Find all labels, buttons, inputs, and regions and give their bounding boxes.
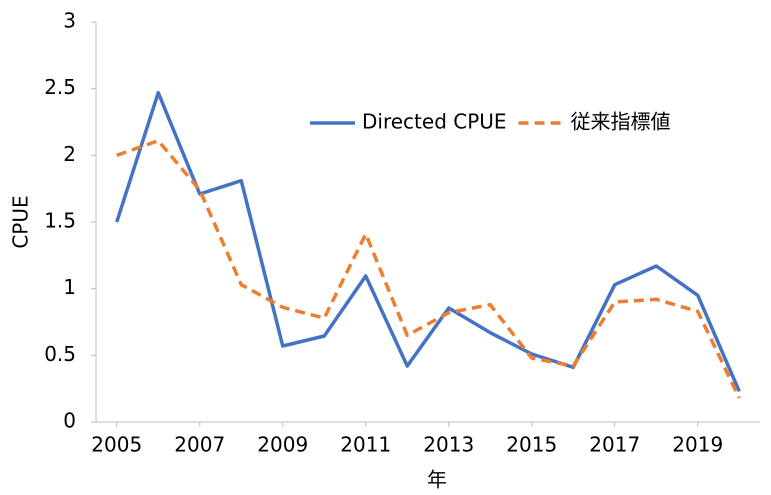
y-axis-label: CPUE (9, 195, 33, 248)
legend-label: 従来指標値 (571, 110, 671, 134)
y-tick-label: 1.5 (44, 209, 76, 233)
y-tick-label: 0.5 (44, 342, 76, 366)
x-tick-label: 2017 (589, 433, 640, 457)
x-tick-label: 2007 (174, 433, 225, 457)
legend-label: Directed CPUE (362, 110, 507, 134)
y-tick-label: 1 (63, 275, 76, 299)
x-tick-label: 2015 (506, 433, 557, 457)
series-line (116, 138, 741, 399)
x-tick-label: 2009 (257, 433, 308, 457)
x-tick-label: 2019 (672, 433, 723, 457)
x-tick-label: 2011 (340, 433, 391, 457)
x-tick-label: 2005 (91, 433, 142, 457)
y-tick-label: 2 (63, 142, 76, 166)
y-tick-label: 0 (63, 409, 76, 433)
series-line (115, 90, 741, 393)
y-tick-label: 3 (63, 9, 76, 33)
x-tick-label: 2013 (423, 433, 474, 457)
y-tick-label: 2.5 (44, 75, 76, 99)
x-axis-label: 年 (427, 468, 447, 492)
